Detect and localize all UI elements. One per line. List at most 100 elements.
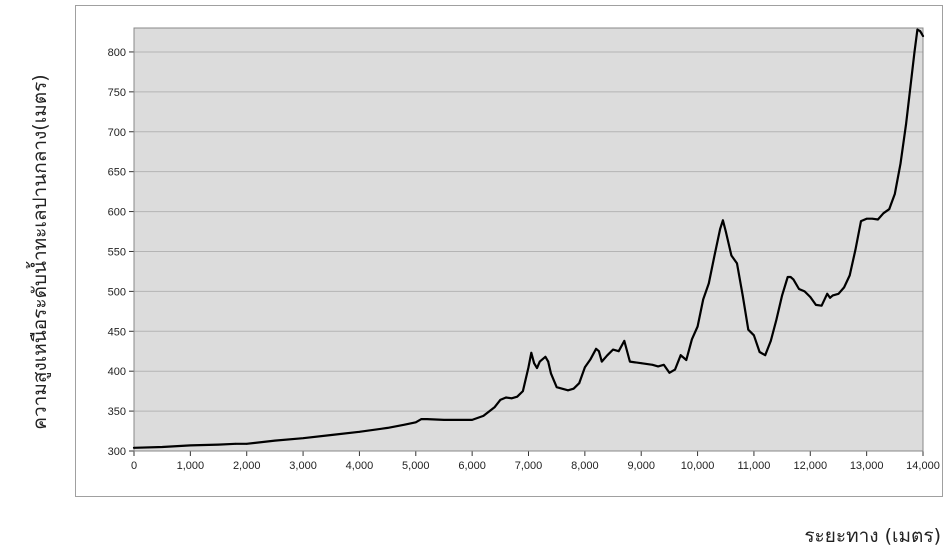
data-point xyxy=(606,354,609,357)
data-point xyxy=(623,339,626,342)
y-tick-label: 400 xyxy=(108,366,126,378)
data-point xyxy=(910,74,913,77)
x-tick-label: 2,000 xyxy=(233,460,261,472)
data-point xyxy=(640,362,643,365)
data-point xyxy=(674,368,676,371)
data-point xyxy=(493,406,496,409)
x-axis-title: ระยะทาง (เมตร) xyxy=(804,525,941,547)
data-point xyxy=(837,292,840,295)
plot-area xyxy=(134,28,923,451)
data-point xyxy=(803,290,806,293)
line-chart: 300 350 400 450 500 550 600 650 700 750 800 0 1,000 2… xyxy=(108,27,940,472)
data-point xyxy=(578,382,581,385)
data-point xyxy=(702,298,705,301)
data-point xyxy=(713,254,716,257)
data-point xyxy=(919,30,922,33)
data-point xyxy=(843,286,845,289)
data-point xyxy=(245,442,248,445)
data-point xyxy=(764,354,767,357)
data-point xyxy=(860,220,862,223)
data-point xyxy=(583,366,586,369)
data-point xyxy=(550,372,552,375)
data-point xyxy=(893,193,896,195)
data-point xyxy=(913,51,916,53)
data-point xyxy=(414,421,417,424)
data-point xyxy=(696,325,699,328)
tick-labels: 300 350 400 450 500 550 600 650 700 750 800 0 1,000 2… xyxy=(108,47,940,472)
y-tick-label: 350 xyxy=(108,406,126,418)
data-point xyxy=(922,35,924,37)
data-point xyxy=(736,262,738,265)
data-point xyxy=(753,334,755,337)
data-point xyxy=(505,396,507,399)
x-tick-label: 13,000 xyxy=(850,460,884,472)
data-point xyxy=(905,122,907,125)
x-tick-label: 4,000 xyxy=(346,460,374,472)
data-point xyxy=(386,426,389,429)
x-tick-label: 8,000 xyxy=(571,460,599,472)
data-point xyxy=(273,439,276,442)
y-tick-label: 550 xyxy=(108,246,126,258)
data-point xyxy=(595,347,598,350)
data-point xyxy=(530,351,533,354)
plot-border xyxy=(133,27,924,452)
data-point xyxy=(161,446,164,448)
data-point xyxy=(719,228,722,231)
data-point xyxy=(848,274,851,277)
data-point xyxy=(302,437,304,440)
axes xyxy=(129,27,924,456)
data-point xyxy=(527,366,530,369)
data-point xyxy=(662,363,665,366)
y-tick-label: 600 xyxy=(108,207,126,219)
data-point xyxy=(775,318,778,321)
data-point xyxy=(685,359,688,361)
data-point xyxy=(741,294,744,297)
y-tick-label: 500 xyxy=(108,286,126,298)
data-point xyxy=(730,254,733,257)
data-point xyxy=(809,296,812,298)
data-point xyxy=(555,386,558,389)
data-point xyxy=(820,304,823,307)
data-point xyxy=(544,355,547,358)
data-point xyxy=(510,397,513,400)
x-tick-label: 9,000 xyxy=(627,460,655,472)
data-point xyxy=(831,294,834,297)
data-point xyxy=(536,367,538,369)
data-point xyxy=(420,418,423,420)
data-point xyxy=(471,418,474,421)
data-point xyxy=(598,350,600,353)
data-point xyxy=(426,418,428,420)
data-point xyxy=(133,446,135,449)
data-point xyxy=(679,354,682,357)
chart-frame: 300 350 400 450 500 550 600 650 700 750 800 0 1,000 2… xyxy=(75,5,943,497)
data-point xyxy=(516,395,519,398)
series-layer xyxy=(132,28,925,449)
data-point xyxy=(617,350,620,353)
data-point xyxy=(521,390,524,393)
x-tick-label: 5,000 xyxy=(402,460,430,472)
x-tick-label: 6,000 xyxy=(458,460,486,472)
data-point xyxy=(877,218,879,221)
data-point xyxy=(443,418,445,421)
data-point xyxy=(724,230,727,233)
y-tick-label: 750 xyxy=(108,87,126,99)
data-point xyxy=(330,434,333,436)
x-tick-label: 1,000 xyxy=(177,460,205,472)
data-point xyxy=(798,288,800,290)
data-point xyxy=(865,217,868,220)
x-tick-label: 14,000 xyxy=(906,460,940,472)
y-tick-label: 300 xyxy=(108,446,126,458)
data-point xyxy=(217,443,220,446)
data-point xyxy=(189,444,192,447)
data-point xyxy=(589,358,592,361)
data-point xyxy=(403,423,406,426)
y-tick-label: 650 xyxy=(108,167,126,179)
data-point xyxy=(854,248,857,251)
data-point xyxy=(792,278,795,281)
x-tick-label: 11,000 xyxy=(738,460,771,472)
x-tick-label: 7,000 xyxy=(515,460,543,472)
data-point xyxy=(572,387,575,390)
data-point xyxy=(882,212,885,215)
data-point xyxy=(871,217,874,220)
data-point xyxy=(499,399,502,401)
